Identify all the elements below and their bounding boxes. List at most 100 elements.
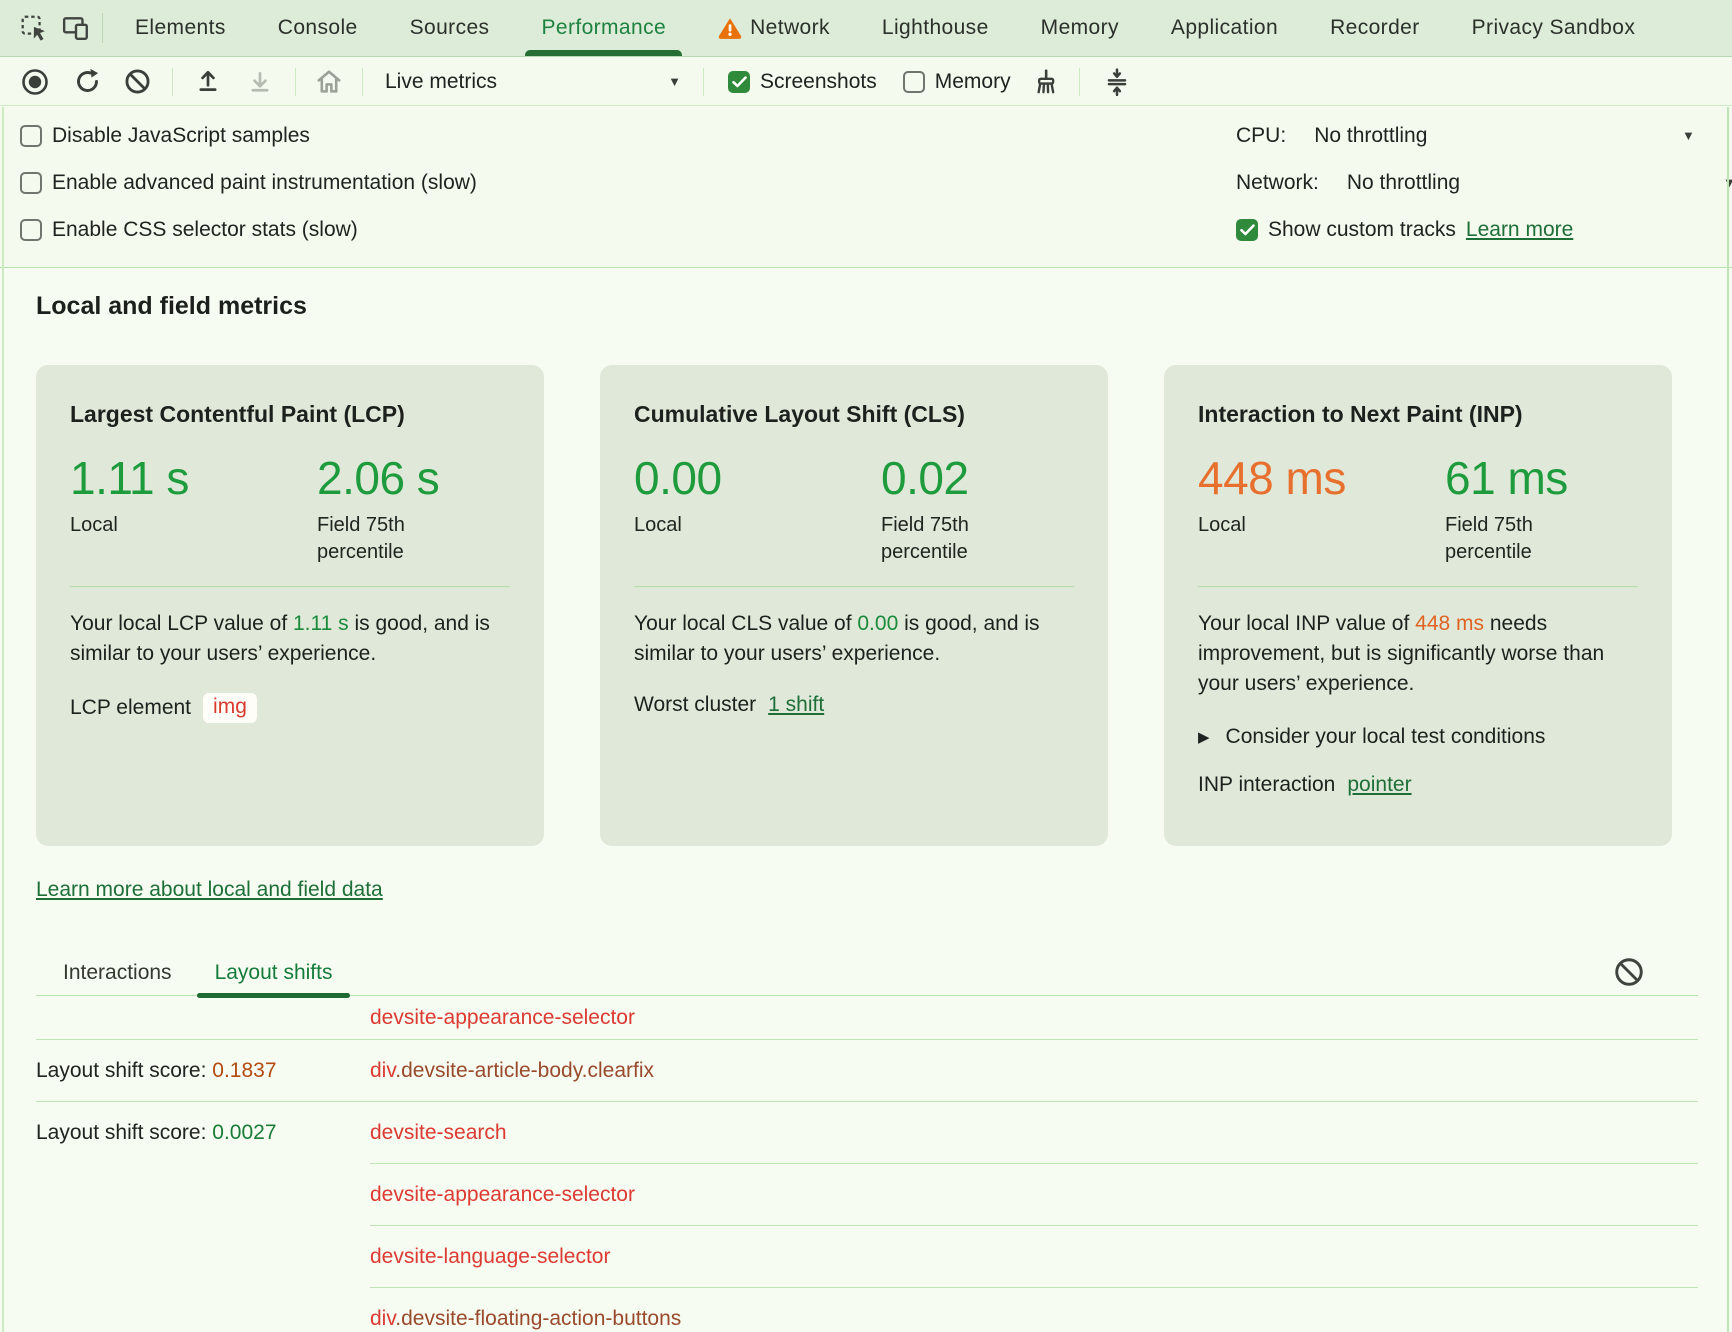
- performance-toolbar: Live metrics ▼ Screenshots Memory: [0, 58, 1732, 106]
- tab-network-label: Network: [750, 16, 830, 39]
- show-custom-tracks-row: Show custom tracks Learn more: [1236, 206, 1732, 253]
- tab-network[interactable]: Network: [718, 0, 830, 56]
- network-throttling-row: Network: No throttling ▼: [1236, 159, 1732, 206]
- chevron-down-icon: ▼: [668, 74, 681, 89]
- cls-card-title: Cumulative Layout Shift (CLS): [634, 401, 965, 427]
- shift-score-value: 0.1837: [212, 1059, 277, 1082]
- panel-tabs: Elements Console Sources Performance Net…: [135, 0, 1635, 56]
- row-divider: [370, 1163, 1698, 1164]
- shift-node-link[interactable]: div: [370, 1059, 396, 1082]
- home-icon[interactable]: [314, 67, 344, 97]
- lcp-description: Your local LCP value of 1.11 s is good, …: [70, 612, 490, 665]
- gc-broom-icon[interactable]: [1029, 67, 1059, 97]
- lcp-field-value: 2.06 s: [317, 452, 440, 504]
- cls-local-label: Local: [634, 514, 682, 536]
- clear-icon[interactable]: [122, 67, 152, 97]
- table-row: div.devsite-floating-action-buttons: [36, 1288, 1732, 1332]
- screenshots-checkbox-group[interactable]: Screenshots: [728, 70, 877, 94]
- reload-icon[interactable]: [72, 67, 102, 97]
- lcp-local-value: 1.11 s: [70, 452, 189, 504]
- local-test-conditions-disclosure[interactable]: ▶ Consider your local test conditions: [1198, 725, 1638, 749]
- shift-node-classes[interactable]: .devsite-floating-action-buttons: [395, 1307, 682, 1330]
- upload-profile-icon[interactable]: [193, 67, 223, 97]
- show-custom-tracks-checkbox[interactable]: [1236, 218, 1258, 241]
- local-test-conditions-label: Consider your local test conditions: [1225, 725, 1546, 748]
- shift-node-link[interactable]: div: [370, 1307, 396, 1330]
- cpu-label: CPU:: [1236, 123, 1287, 147]
- disable-js-samples-checkbox[interactable]: [20, 124, 42, 147]
- css-selector-stats-row[interactable]: Enable CSS selector stats (slow): [20, 206, 477, 253]
- tab-interactions[interactable]: Interactions: [63, 960, 172, 984]
- shift-node-link[interactable]: devsite-appearance-selector: [370, 1006, 635, 1029]
- tab-elements[interactable]: Elements: [135, 16, 226, 39]
- record-icon[interactable]: [20, 67, 50, 97]
- row-divider: [36, 1101, 1698, 1102]
- throttling-settings: CPU: No throttling ▼ Network: No throttl…: [1236, 112, 1732, 253]
- live-metrics-view: Local and field metrics Largest Contentf…: [0, 268, 1732, 1332]
- divider: [102, 13, 103, 43]
- shift-node-link[interactable]: devsite-language-selector: [370, 1245, 611, 1268]
- worst-cluster-link[interactable]: 1 shift: [768, 693, 825, 716]
- screenshots-checkbox[interactable]: [728, 70, 750, 93]
- shift-node-classes[interactable]: .devsite-article-body.clearfix: [395, 1059, 655, 1082]
- inp-local-label: Local: [1198, 514, 1246, 536]
- screenshots-label: Screenshots: [760, 69, 877, 93]
- inspect-element-icon[interactable]: [16, 10, 52, 46]
- layout-shifts-table: devsite-appearance-selector Layout shift…: [36, 996, 1732, 1332]
- chevron-down-icon[interactable]: ▼: [1682, 128, 1695, 143]
- clear-log-icon[interactable]: [1613, 956, 1645, 988]
- tab-layout-shifts[interactable]: Layout shifts: [196, 950, 351, 998]
- active-tab-underline: [525, 50, 683, 56]
- lcp-card-title: Largest Contentful Paint (LCP): [70, 401, 405, 427]
- inp-description: Your local INP value of 448 ms needs imp…: [1198, 612, 1605, 695]
- network-throttling-select[interactable]: No throttling: [1346, 170, 1461, 194]
- network-label: Network:: [1236, 170, 1319, 194]
- lcp-element-node-link[interactable]: img: [203, 693, 257, 723]
- lcp-card: Largest Contentful Paint (LCP) 1.11 s Lo…: [36, 365, 544, 846]
- memory-checkbox-group[interactable]: Memory: [902, 69, 1011, 94]
- download-profile-icon[interactable]: [245, 67, 275, 97]
- row-divider: [36, 1039, 1698, 1040]
- collapse-vertical-icon[interactable]: [1102, 67, 1132, 97]
- tab-memory[interactable]: Memory: [1040, 16, 1119, 39]
- memory-checkbox[interactable]: [902, 70, 925, 93]
- learn-more-link[interactable]: Learn more: [1465, 217, 1574, 241]
- tab-recorder[interactable]: Recorder: [1330, 16, 1420, 39]
- inp-interaction-label: INP interaction: [1198, 773, 1336, 796]
- row-divider: [370, 1225, 1698, 1226]
- tab-layout-shifts-label: Layout shifts: [214, 960, 333, 984]
- tab-application[interactable]: Application: [1170, 16, 1279, 39]
- disable-js-samples-row[interactable]: Disable JavaScript samples: [20, 112, 477, 159]
- tab-privacy-sandbox[interactable]: Privacy Sandbox: [1471, 16, 1636, 39]
- divider: [362, 67, 363, 96]
- worst-cluster-label: Worst cluster: [634, 693, 757, 716]
- cpu-throttling-select[interactable]: No throttling: [1314, 123, 1428, 147]
- devtools-tabbar: Elements Console Sources Performance Net…: [0, 0, 1732, 57]
- disable-js-samples-label: Disable JavaScript samples: [52, 123, 310, 147]
- learn-more-field-data-link[interactable]: Learn more about local and field data: [36, 878, 383, 901]
- shift-node-link[interactable]: devsite-search: [370, 1121, 507, 1144]
- live-metrics-dropdown[interactable]: Live metrics ▼: [385, 70, 681, 94]
- css-selector-stats-checkbox[interactable]: [20, 218, 42, 241]
- memory-label: Memory: [934, 69, 1011, 93]
- tab-performance[interactable]: Performance: [525, 0, 683, 56]
- inp-card: Interaction to Next Paint (INP) 448 ms L…: [1164, 365, 1672, 846]
- tab-lighthouse[interactable]: Lighthouse: [881, 16, 989, 39]
- shift-node-link[interactable]: devsite-appearance-selector: [370, 1183, 635, 1206]
- advanced-paint-checkbox[interactable]: [20, 171, 42, 194]
- lcp-local-label: Local: [70, 514, 118, 536]
- inp-field-label: Field 75th percentile: [1445, 514, 1533, 563]
- tab-console[interactable]: Console: [277, 16, 358, 39]
- advanced-paint-row[interactable]: Enable advanced paint instrumentation (s…: [20, 159, 477, 206]
- cls-local-value: 0.00: [634, 452, 722, 504]
- cls-description: Your local CLS value of 0.00 is good, an…: [634, 612, 1040, 665]
- table-row: Layout shift score: 0.1837 div.devsite-a…: [36, 1040, 1732, 1102]
- inp-interaction-link[interactable]: pointer: [1347, 773, 1412, 796]
- logs-tabbar: Interactions Layout shifts: [36, 950, 1698, 998]
- tab-sources[interactable]: Sources: [409, 16, 490, 39]
- lcp-inline-value: 1.11 s: [292, 612, 349, 635]
- divider: [634, 586, 1074, 587]
- device-toolbar-icon[interactable]: [58, 10, 94, 46]
- divider: [1198, 586, 1638, 587]
- inp-inline-value: 448 ms: [1415, 612, 1485, 635]
